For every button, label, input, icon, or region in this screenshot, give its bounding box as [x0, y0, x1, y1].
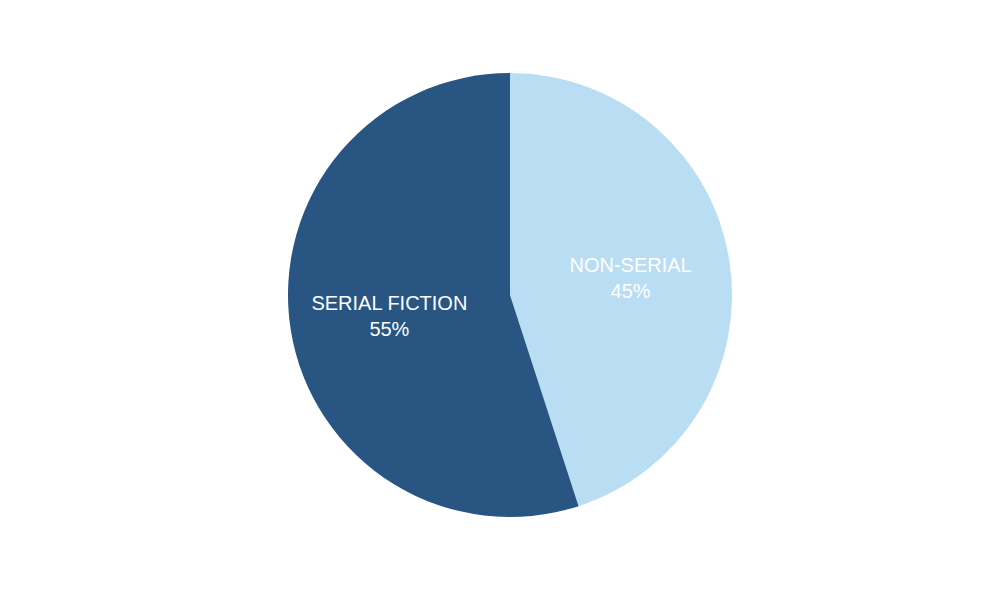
svg-text:NON-SERIAL45%: NON-SERIAL45%	[569, 254, 691, 302]
svg-text:SERIAL FICTION55%: SERIAL FICTION55%	[311, 292, 467, 340]
